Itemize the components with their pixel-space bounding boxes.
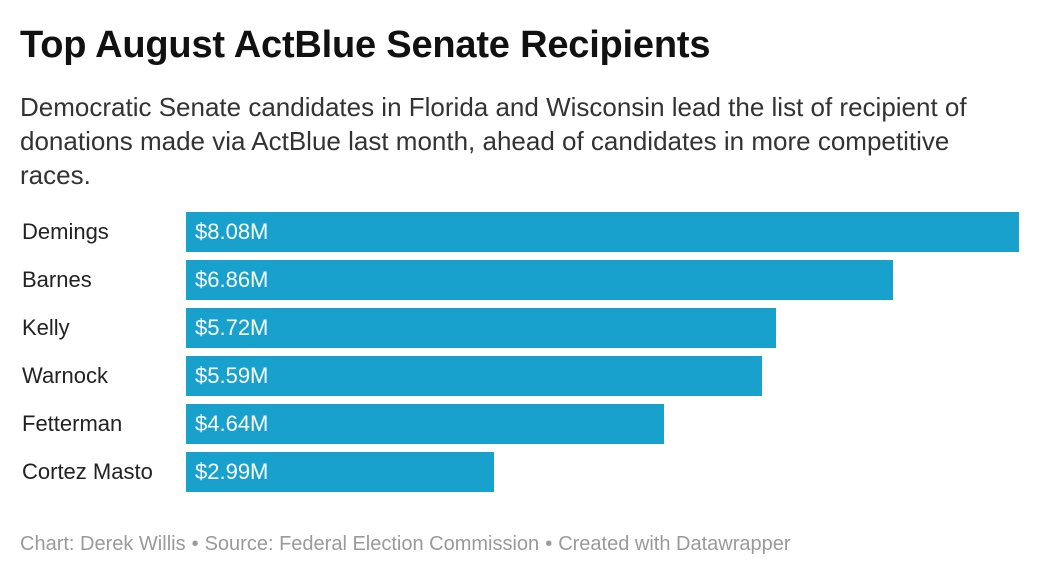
bar (186, 452, 495, 492)
bar-track: $8.08M (186, 212, 1019, 252)
bar-value-label: $5.72M (195, 315, 269, 340)
footer-separator: • (545, 533, 553, 555)
bar (186, 356, 763, 396)
bar (186, 308, 776, 348)
bar (186, 260, 894, 300)
category-label: Fetterman (22, 411, 123, 436)
bar-row: Barnes $6.86M (20, 260, 1020, 300)
category-label: Demings (22, 219, 109, 244)
bar-track: $2.99M (186, 452, 1019, 492)
category-label: Barnes (22, 267, 92, 292)
chart-credit: Chart: Derek Willis (20, 533, 186, 555)
chart-title: Top August ActBlue Senate Recipients (20, 24, 711, 66)
bar-value-label: $6.86M (195, 267, 269, 292)
bar-track: $6.86M (186, 260, 1019, 300)
chart-container: Top August ActBlue Senate Recipients Dem… (20, 20, 1020, 492)
bar (186, 404, 665, 444)
bar-track: $4.64M (186, 404, 1019, 444)
bar-value-label: $5.59M (195, 363, 269, 388)
bar-row: Demings $8.08M (20, 212, 1020, 252)
chart-subtitle: Democratic Senate candidates in Florida … (20, 92, 967, 190)
bar (186, 212, 1019, 252)
bar-row: Fetterman $4.64M (20, 404, 1020, 444)
footer-separator: • (191, 533, 199, 555)
chart-footer: Chart: Derek Willis • Source: Federal Elec… (20, 531, 791, 557)
category-label: Warnock (22, 363, 108, 388)
bar-track: $5.72M (186, 308, 1019, 348)
created-with-link[interactable]: Created with Datawrapper (558, 533, 791, 555)
category-label: Kelly (22, 315, 70, 340)
bar-row: Kelly $5.72M (20, 308, 1020, 348)
source-note: Source: Federal Election Commission (204, 533, 540, 555)
bar-track: $5.59M (186, 356, 1019, 396)
category-label: Cortez Masto (22, 459, 153, 484)
bar-row: Warnock $5.59M (20, 356, 1020, 396)
bar-value-label: $8.08M (195, 219, 269, 244)
bar-chart: Demings $8.08M Barnes $6.86M Kelly $5.72M Warn… (20, 212, 1020, 500)
bar-row: Cortez Masto $2.99M (20, 452, 1020, 492)
bar-value-label: $2.99M (195, 459, 269, 484)
bar-value-label: $4.64M (195, 411, 269, 436)
